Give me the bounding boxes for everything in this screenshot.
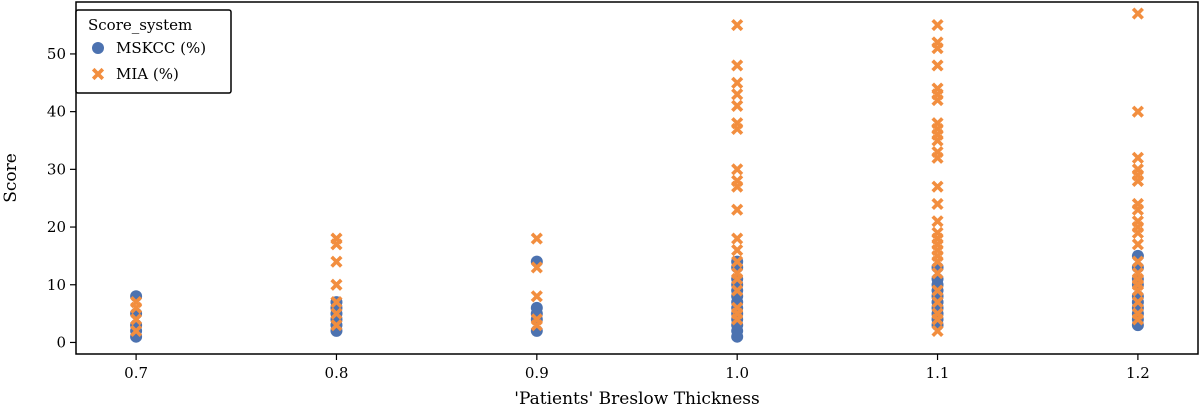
data-point-x	[530, 319, 543, 332]
legend-box	[75, 9, 232, 94]
data-point-x	[931, 42, 944, 55]
data-point-x	[330, 238, 343, 251]
data-point-x	[731, 244, 744, 257]
data-point-x	[1131, 295, 1144, 309]
legend-title: Score_system	[88, 16, 192, 34]
data-point-x	[931, 295, 944, 309]
data-point-x	[1131, 238, 1144, 251]
data-point-circle	[92, 42, 104, 54]
data-point-x	[931, 197, 944, 211]
data-point-x	[1131, 226, 1144, 239]
data-point-x	[931, 267, 944, 280]
data-point-x	[931, 59, 944, 72]
data-point-x	[931, 284, 944, 297]
data-point-x	[931, 255, 944, 268]
data-point-x	[530, 290, 543, 303]
data-point-x	[931, 19, 944, 32]
data-point-x	[931, 313, 944, 326]
y-tick-label: 40	[47, 103, 66, 121]
data-point-x	[931, 180, 944, 193]
data-point-x	[91, 67, 105, 81]
y-axis-label: Score	[1, 153, 21, 203]
data-point-x	[731, 203, 744, 216]
y-tick-label: 30	[47, 160, 66, 178]
data-point-x	[731, 163, 744, 176]
x-tick-label: 0.8	[325, 364, 349, 382]
data-point-x	[1131, 284, 1144, 297]
data-point-x	[1131, 105, 1144, 118]
x-tick-label: 1.1	[926, 364, 950, 382]
data-point-x	[731, 313, 744, 326]
series-mia	[130, 7, 1144, 337]
data-point-x	[1131, 313, 1144, 326]
data-point-x	[731, 88, 744, 101]
y-tick-label: 20	[47, 218, 66, 236]
y-tick-label: 50	[47, 45, 66, 63]
data-point-x	[731, 76, 744, 89]
data-point-circle	[731, 330, 744, 343]
data-point-x	[330, 278, 343, 291]
data-point-x	[330, 307, 343, 320]
data-point-x	[731, 284, 744, 297]
x-tick-label: 0.9	[525, 364, 549, 382]
data-point-x	[1131, 151, 1144, 164]
data-point-x	[330, 295, 343, 309]
legend-entry-label: MIA (%)	[116, 65, 179, 83]
y-tick-label: 10	[47, 276, 66, 294]
x-tick-label: 0.7	[124, 364, 148, 382]
x-axis-label: 'Patients' Breslow Thickness	[514, 389, 759, 408]
data-point-x	[731, 272, 744, 286]
data-point-x	[530, 232, 543, 245]
plot-frame	[75, 1, 1199, 355]
x-tick-label: 1.0	[725, 364, 749, 382]
x-axis: 0.7 0.8 0.9 1.0 1.1 1.2	[124, 354, 1150, 382]
data-point-x	[1131, 255, 1144, 268]
data-point-x	[330, 255, 343, 268]
data-point-x	[731, 180, 744, 193]
data-point-x	[1131, 203, 1144, 216]
legend-entries: MSKCC (%) MIA (%)	[91, 39, 206, 83]
data-point-x	[731, 19, 744, 32]
data-point-x	[731, 122, 744, 136]
data-point-x	[731, 59, 744, 72]
legend: Score_system MSKCC (%) MIA (%)	[75, 9, 232, 94]
data-point-x	[1131, 174, 1144, 187]
y-tick-label: 0	[56, 333, 66, 351]
data-point-x	[130, 324, 143, 337]
data-point-x	[731, 99, 744, 112]
data-point-x	[931, 134, 944, 147]
y-axis: 0 10 20 30 40 50	[47, 45, 76, 351]
data-point-x	[130, 301, 143, 314]
data-point-x	[1131, 7, 1144, 20]
data-point-x	[731, 255, 744, 268]
legend-entry-label: MSKCC (%)	[116, 39, 206, 57]
series-mskcc	[130, 249, 1144, 343]
data-point-x	[931, 94, 944, 107]
data-point-x	[731, 232, 744, 245]
data-point-x	[130, 313, 143, 326]
x-tick-label: 1.2	[1126, 364, 1150, 382]
data-point-x	[931, 215, 944, 228]
data-point-x	[330, 319, 343, 332]
data-point-x	[931, 151, 944, 164]
data-point-x	[530, 261, 543, 274]
data-point-x	[931, 324, 944, 337]
plot-area	[130, 7, 1144, 343]
